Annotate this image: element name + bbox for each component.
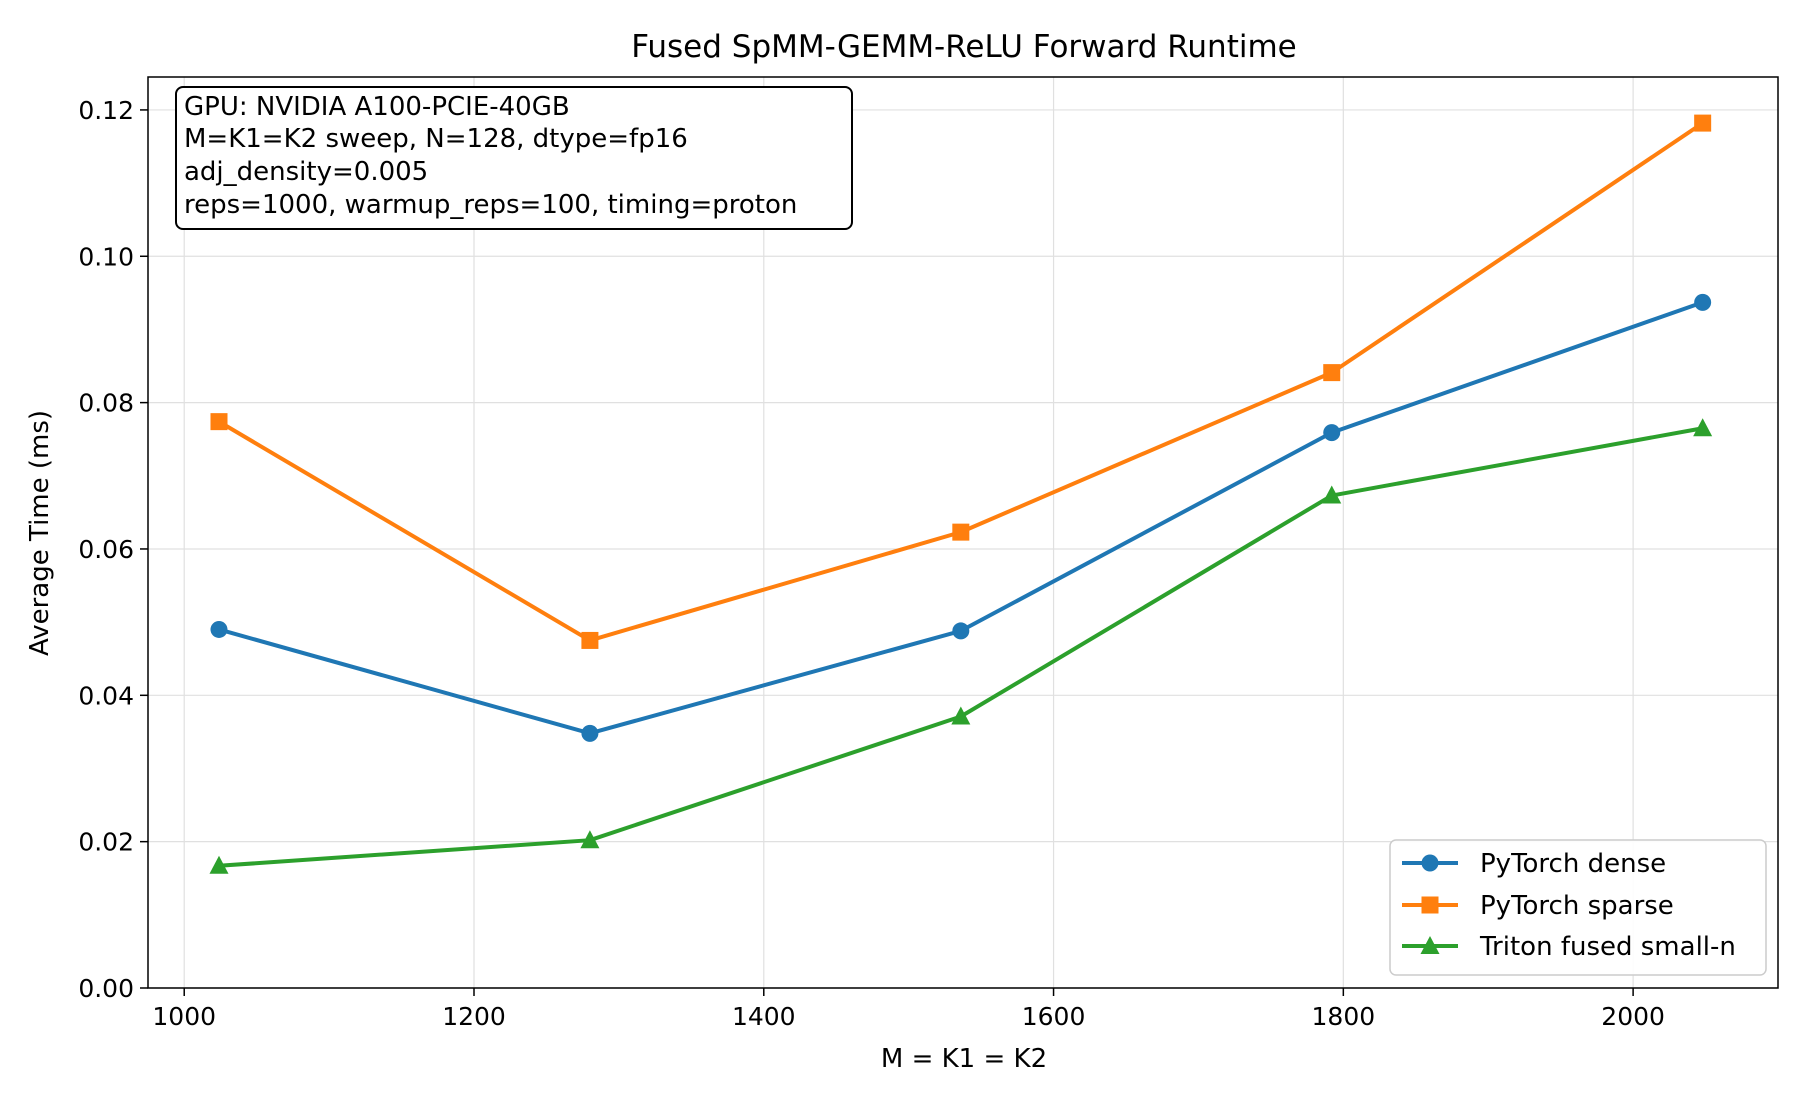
x-axis-ticks: 1000 1200 1400 1600 1800 2000 (152, 988, 1665, 1031)
y-tick-label: 0.06 (78, 535, 134, 564)
y-tick-label: 0.12 (78, 96, 134, 125)
x-tick-label: 1400 (732, 1002, 796, 1031)
series-pytorch-dense (210, 293, 1712, 742)
x-tick-label: 1600 (1022, 1002, 1086, 1031)
info-line-sweep: M=K1=K2 sweep, N=128, dtype=fp16 (184, 124, 688, 154)
x-tick-label: 1800 (1312, 1002, 1376, 1031)
data-point-pytorch-sparse (952, 523, 970, 541)
data-point-pytorch-sparse (1694, 114, 1712, 132)
series-triton-fused-small-n (209, 418, 1713, 874)
info-box-frame (175, 86, 853, 230)
series-pytorch-sparse (210, 114, 1712, 649)
info-annotation-box: GPU: NVIDIA A100-PCIE-40GB M=K1=K2 sweep… (175, 86, 853, 230)
info-line-gpu: GPU: NVIDIA A100-PCIE-40GB (184, 92, 570, 122)
info-line-density: adj_density=0.005 (184, 157, 428, 187)
plot-frame (147, 76, 1779, 989)
data-point-pytorch-sparse (1323, 364, 1341, 382)
data-point-pytorch-sparse (581, 631, 599, 649)
y-tick-label: 0.04 (78, 681, 134, 710)
data-point-triton-fused-small-n (580, 830, 600, 849)
y-axis-title: Average Time (ms) (25, 410, 55, 656)
legend-label-pytorch-sparse: PyTorch sparse (1480, 891, 1674, 921)
legend-marker-triton-fused (1420, 936, 1440, 954)
x-tick-label: 1200 (442, 1002, 506, 1031)
legend: PyTorch dense PyTorch sparse Triton fuse… (1389, 839, 1767, 976)
data-point-pytorch-sparse (210, 413, 228, 431)
y-tick-label: 0.00 (78, 974, 134, 1003)
y-axis-ticks: 0.00 0.02 0.04 0.06 0.08 0.10 0.12 (78, 96, 148, 1003)
data-point-pytorch-dense (210, 620, 228, 638)
info-line-reps: reps=1000, warmup_reps=100, timing=proto… (184, 190, 797, 220)
data-point-pytorch-dense (952, 622, 970, 640)
legend-frame (1389, 839, 1767, 976)
series-layer (209, 114, 1713, 874)
data-point-pytorch-dense (581, 724, 599, 742)
legend-marker-pytorch-sparse (1421, 896, 1439, 914)
x-axis-title: M = K1 = K2 (881, 1044, 1047, 1074)
y-tick-label: 0.08 (78, 389, 134, 418)
data-point-triton-fused-small-n (209, 855, 229, 874)
data-point-pytorch-dense (1323, 424, 1341, 442)
legend-marker-pytorch-dense (1421, 854, 1439, 872)
legend-label-triton-fused: Triton fused small-n (1479, 932, 1736, 962)
x-tick-label: 1000 (152, 1002, 216, 1031)
legend-label-pytorch-dense: PyTorch dense (1480, 849, 1666, 879)
data-point-triton-fused-small-n (951, 706, 971, 725)
x-tick-label: 2000 (1601, 1002, 1665, 1031)
y-tick-label: 0.02 (78, 828, 134, 857)
data-point-triton-fused-small-n (1693, 418, 1713, 437)
data-point-pytorch-dense (1694, 293, 1712, 311)
chart-title: Fused SpMM-GEMM-ReLU Forward Runtime (631, 29, 1297, 65)
y-tick-label: 0.10 (78, 242, 134, 271)
data-point-triton-fused-small-n (1322, 485, 1342, 504)
